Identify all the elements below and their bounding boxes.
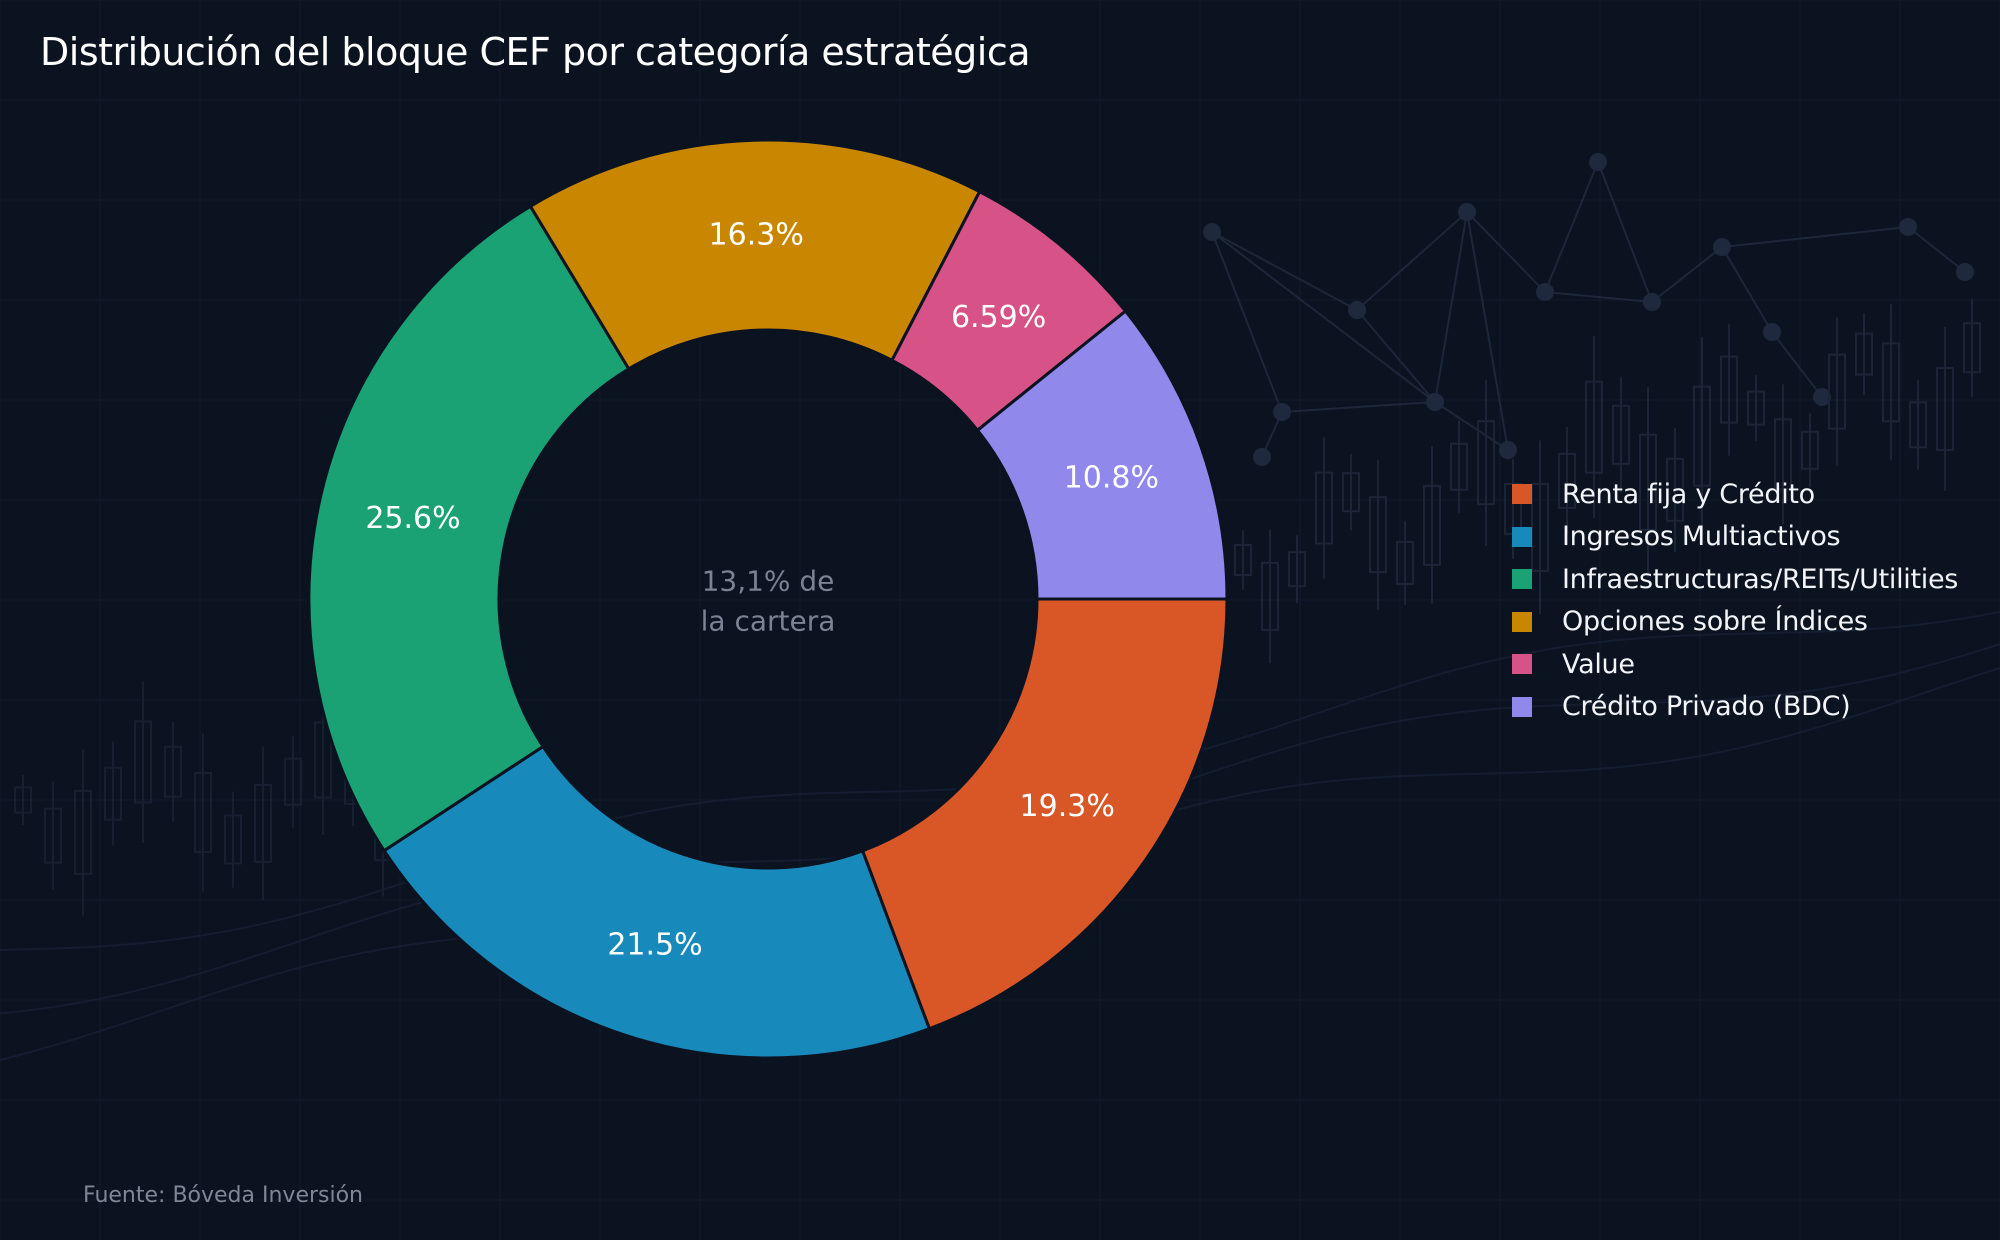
donut-slice [975, 308, 1229, 601]
legend-label: Ingresos Multiactivos [1562, 521, 1841, 553]
legend-item: Renta fija y Crédito [1512, 473, 1958, 516]
slice-value-label: 21.5% [607, 928, 702, 963]
legend-label: Value [1562, 648, 1635, 680]
center-label: la cartera [701, 605, 836, 638]
legend-label: Infraestructuras/REITs/Utilities [1562, 563, 1959, 595]
legend-swatch [1512, 484, 1532, 505]
slice-value-label: 10.8% [1064, 461, 1159, 496]
chart-title: Distribución del bloque CEF por categorí… [40, 30, 1031, 74]
slice-value-label: 19.3% [1020, 789, 1115, 824]
source-note: Fuente: Bóveda Inversión [83, 1183, 363, 1208]
donut-slice [528, 138, 982, 371]
donut-slice [307, 204, 631, 853]
legend-item: Infraestructuras/REITs/Utilities [1512, 558, 1958, 601]
legend-label: Renta fija y Crédito [1562, 478, 1815, 510]
donut-slice [382, 744, 932, 1060]
slice-value-label: 16.3% [709, 218, 804, 253]
center-label: 13,1% de [702, 565, 835, 598]
legend-item: Ingresos Multiactivos [1512, 516, 1958, 559]
legend-swatch [1512, 569, 1532, 590]
legend-label: Opciones sobre Índices [1562, 606, 1868, 638]
legend-label: Crédito Privado (BDC) [1562, 691, 1851, 723]
donut-slice [860, 597, 1229, 1031]
legend-item: Value [1512, 643, 1958, 686]
legend-swatch [1512, 526, 1532, 547]
legend-item: Opciones sobre Índices [1512, 601, 1958, 644]
legend-item: Crédito Privado (BDC) [1512, 686, 1958, 729]
legend-swatch [1512, 654, 1532, 675]
slice-value-label: 25.6% [365, 501, 460, 536]
legend: Renta fija y Crédito Ingresos Multiactivo… [1512, 473, 1958, 728]
slice-value-label: 6.59% [951, 300, 1046, 335]
legend-swatch [1512, 696, 1532, 717]
legend-swatch [1512, 611, 1532, 632]
